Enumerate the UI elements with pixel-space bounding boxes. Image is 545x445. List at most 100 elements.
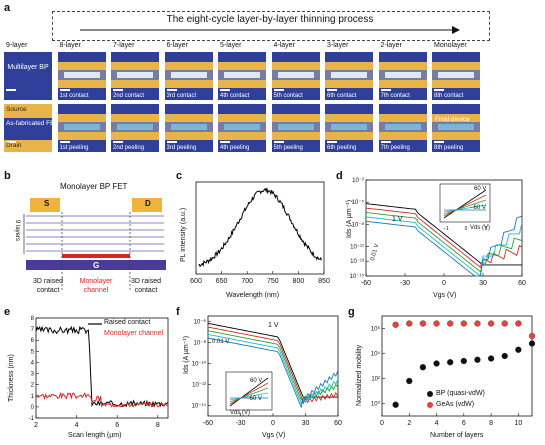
x-tick-label: 800: [293, 278, 305, 285]
as-fabricated-label: Drain: [6, 142, 22, 149]
contact-micrograph: Multilayer BP: [4, 52, 52, 100]
source-label: S: [44, 199, 50, 208]
mobility-point: [406, 320, 413, 327]
x-tick-label: 4: [435, 420, 439, 427]
mobility-chart: 0 2 4 6 8 10 10⁰ 10² 10⁴ 10⁶: [371, 315, 536, 427]
x-tick-label: 600: [190, 278, 202, 285]
panel-label-f: f: [176, 306, 180, 318]
y-tick-label: 2: [31, 383, 35, 389]
column-header: 8-layer: [59, 42, 81, 49]
legend-raised-contact: Raised contact: [104, 319, 151, 326]
panel-a-title: The eight-cycle layer-by-layer thinning …: [166, 14, 374, 25]
x-tick-label: 60: [518, 280, 526, 287]
contact-micrograph: 8th contact: [432, 52, 480, 100]
mobility-point: [501, 320, 508, 327]
d-inset-label-60: 60 V: [474, 186, 487, 192]
panel-label-b: b: [4, 170, 11, 182]
contact-micrograph: 7th contact: [378, 52, 427, 100]
panel-label-c: c: [176, 170, 183, 182]
gate-electrode: [26, 260, 166, 270]
micrograph-caption: 4th peeling: [220, 145, 250, 151]
inset-output-line: [229, 382, 269, 405]
contact-micrograph: 2nd contact: [111, 52, 159, 100]
mobility-point: [528, 340, 536, 347]
chart-e-ylabel: Thickness (nm): [8, 354, 15, 402]
mobility-point: [447, 359, 454, 366]
mobility-point: [447, 320, 454, 327]
scale-bar: [434, 89, 444, 91]
chart-f-ylabel: Ids (A µm⁻¹): [183, 335, 190, 374]
scale-bar: [6, 141, 16, 143]
y-tick-label: 10⁻⁵: [352, 199, 365, 206]
panel-b-title: Monolayer BP FET: [60, 182, 128, 191]
x-tick-label: 0: [380, 420, 384, 427]
panel-label-d: d: [336, 170, 343, 182]
micrograph-caption: 6th contact: [327, 93, 357, 99]
inset-x-tick: −1: [443, 226, 449, 232]
contact-micrograph: 4th contact: [218, 52, 266, 100]
scale-bar: [166, 141, 177, 143]
peeling-micrograph: 6th peeling: [325, 104, 373, 152]
column-header: 5-layer: [220, 42, 242, 49]
x-tick-label: -30: [400, 280, 410, 287]
mobility-point: [392, 321, 399, 328]
raised-contact-line: [35, 325, 168, 408]
f-inset-label-m60: −60 V: [246, 396, 262, 402]
mobility-point: [433, 360, 440, 367]
d-inset-label-m60: −60 V: [470, 205, 486, 211]
panel-label-e: e: [4, 306, 11, 318]
transfer-curve: [207, 333, 339, 405]
transfer-curve: [365, 212, 523, 273]
y-tick-label: 3: [31, 372, 35, 378]
f-inset-xlabel: Vds (V): [230, 410, 251, 416]
f-annot-001v: 0.01 V: [212, 339, 230, 345]
column-header: 2-layer: [380, 42, 402, 49]
mobility-point: [487, 355, 495, 362]
y-tick-label: 1: [31, 394, 35, 400]
transfer-curve: [207, 322, 338, 398]
mobility-point: [419, 364, 427, 371]
mobility-point: [515, 320, 522, 327]
micrograph-caption: 6th peeling: [327, 145, 357, 151]
y-tick-label: 10⁻¹⁴: [192, 402, 207, 409]
scale-bar: [6, 89, 16, 91]
right-contact-label: 3D raised contact: [131, 278, 161, 294]
scale-bar: [166, 89, 177, 91]
micrograph-caption: 1st peeling: [59, 145, 89, 151]
contact-micrograph: 3rd contact: [164, 52, 213, 100]
scale-bar: [59, 141, 70, 143]
chart-d-ylabel: Ids (A µm⁻¹): [346, 199, 353, 238]
micrograph-caption: 8th peeling: [434, 145, 464, 151]
thickness-profile-chart: 2 4 6 8 -1 0 1 2 3 4 5 6 7 8: [29, 316, 169, 429]
micrograph-caption: 2nd peeling: [113, 145, 145, 151]
peeling-micrograph: 5th peeling: [271, 104, 320, 152]
scale-bar: [327, 141, 337, 143]
d-inset-xlabel: Vds (V): [470, 225, 491, 231]
scale-bar: [380, 89, 391, 91]
transfer-curve: [207, 337, 339, 409]
chart-c-ylabel: PL intensity (a.u.): [180, 207, 187, 262]
y-tick-label: -1: [29, 416, 35, 422]
legend-marker-bp: [427, 391, 433, 397]
pl-spectrum-line: [198, 187, 322, 268]
legend-geas: GeAs (vdW): [436, 401, 475, 408]
x-tick-label: -30: [235, 420, 245, 427]
scale-bar: [220, 89, 230, 91]
scale-bar: [113, 141, 123, 143]
scale-bar: [380, 141, 391, 143]
scale-bar: [113, 89, 123, 91]
y-tick-label: 10⁴: [371, 351, 381, 358]
x-tick-label: 850: [318, 278, 330, 285]
transfer-curve: [365, 216, 523, 277]
inset-output-line: [443, 204, 487, 213]
d-annot-1v: 1 V: [392, 216, 403, 223]
micrograph-caption: 2nd contact: [113, 93, 145, 99]
transfer-curve-chart-d: -60 -30 0 30 60 10⁻² 10⁻⁵ 10⁻⁸ 10⁻¹¹ 10⁻¹³ 10⁻¹⁵ −…: [350, 178, 526, 287]
drain-electrode: [132, 198, 162, 212]
x-tick-label: 2: [407, 420, 411, 427]
y-tick-label: 10⁻¹⁰: [192, 360, 207, 367]
x-tick-label: 8: [489, 420, 493, 427]
x-tick-label: 6: [115, 422, 119, 429]
peeling-micrograph: 7th peeling: [378, 104, 427, 152]
